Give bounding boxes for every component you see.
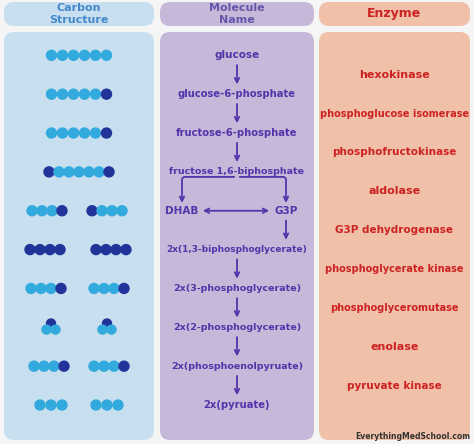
Circle shape <box>57 89 67 99</box>
Circle shape <box>89 283 99 293</box>
Text: 2x(2-phosphoglycerate): 2x(2-phosphoglycerate) <box>173 323 301 332</box>
FancyBboxPatch shape <box>319 2 470 26</box>
Circle shape <box>109 361 119 371</box>
Circle shape <box>80 128 90 138</box>
Circle shape <box>101 50 111 60</box>
Circle shape <box>102 319 111 328</box>
Circle shape <box>119 283 129 293</box>
Circle shape <box>119 361 129 371</box>
Circle shape <box>46 128 56 138</box>
Circle shape <box>56 283 66 293</box>
Text: pyruvate kinase: pyruvate kinase <box>347 381 442 391</box>
Circle shape <box>98 325 107 334</box>
Circle shape <box>64 167 74 177</box>
Circle shape <box>91 245 101 254</box>
Circle shape <box>80 50 90 60</box>
Text: glucose: glucose <box>214 50 260 60</box>
Text: 2x(3-phosphoglycerate): 2x(3-phosphoglycerate) <box>173 284 301 293</box>
Circle shape <box>89 361 99 371</box>
Circle shape <box>102 400 112 410</box>
Circle shape <box>49 361 59 371</box>
Text: phosphoglycerate kinase: phosphoglycerate kinase <box>325 264 464 274</box>
Circle shape <box>101 128 111 138</box>
FancyBboxPatch shape <box>160 32 314 440</box>
Circle shape <box>55 245 65 254</box>
Circle shape <box>107 325 116 334</box>
Circle shape <box>57 50 67 60</box>
Circle shape <box>101 89 111 99</box>
Circle shape <box>35 245 45 254</box>
Circle shape <box>69 89 79 99</box>
Circle shape <box>107 206 117 216</box>
Text: Molecule
Name: Molecule Name <box>209 3 265 25</box>
FancyBboxPatch shape <box>319 32 470 440</box>
Text: phosphoglucose isomerase: phosphoglucose isomerase <box>320 109 469 119</box>
Circle shape <box>46 50 56 60</box>
Text: glucose-6-phosphate: glucose-6-phosphate <box>178 89 296 99</box>
Text: 2x(1,3-biphosphoglycerate): 2x(1,3-biphosphoglycerate) <box>167 245 307 254</box>
Circle shape <box>39 361 49 371</box>
Circle shape <box>111 245 121 254</box>
Circle shape <box>104 167 114 177</box>
Text: EverythingMedSchool.com: EverythingMedSchool.com <box>355 432 470 441</box>
Text: aldolase: aldolase <box>368 186 420 196</box>
Circle shape <box>94 167 104 177</box>
Circle shape <box>25 245 35 254</box>
Circle shape <box>57 128 67 138</box>
Circle shape <box>84 167 94 177</box>
Circle shape <box>44 167 54 177</box>
Circle shape <box>45 245 55 254</box>
Circle shape <box>29 361 39 371</box>
Circle shape <box>91 89 100 99</box>
Circle shape <box>26 283 36 293</box>
Circle shape <box>99 283 109 293</box>
Text: G3P dehydrogenase: G3P dehydrogenase <box>336 225 454 235</box>
Text: Carbon
Structure: Carbon Structure <box>49 3 109 25</box>
Circle shape <box>51 325 60 334</box>
Circle shape <box>74 167 84 177</box>
Text: phosphofructokinase: phosphofructokinase <box>332 147 456 158</box>
Circle shape <box>36 283 46 293</box>
Circle shape <box>57 206 67 216</box>
Circle shape <box>69 50 79 60</box>
Circle shape <box>47 206 57 216</box>
Circle shape <box>46 400 56 410</box>
Circle shape <box>59 361 69 371</box>
Circle shape <box>46 319 55 328</box>
Circle shape <box>54 167 64 177</box>
Text: fructose 1,6-biphosphate: fructose 1,6-biphosphate <box>170 167 304 176</box>
FancyBboxPatch shape <box>160 2 314 26</box>
Circle shape <box>121 245 131 254</box>
FancyBboxPatch shape <box>4 32 154 440</box>
Circle shape <box>46 89 56 99</box>
Circle shape <box>69 128 79 138</box>
Circle shape <box>99 361 109 371</box>
Text: enolase: enolase <box>370 342 419 352</box>
Circle shape <box>97 206 107 216</box>
Circle shape <box>42 325 51 334</box>
FancyBboxPatch shape <box>4 2 154 26</box>
Text: 2x(phosphoenolpyruate): 2x(phosphoenolpyruate) <box>171 362 303 371</box>
Circle shape <box>57 400 67 410</box>
Circle shape <box>91 128 100 138</box>
Circle shape <box>91 400 101 410</box>
Circle shape <box>117 206 127 216</box>
Circle shape <box>46 283 56 293</box>
Text: DHAB: DHAB <box>165 206 199 216</box>
Circle shape <box>113 400 123 410</box>
Circle shape <box>91 50 100 60</box>
Circle shape <box>109 283 119 293</box>
Circle shape <box>101 245 111 254</box>
Text: 2x(pyruate): 2x(pyruate) <box>204 400 270 410</box>
Text: G3P: G3P <box>274 206 298 216</box>
Circle shape <box>80 89 90 99</box>
Text: fructose-6-phosphate: fructose-6-phosphate <box>176 128 298 138</box>
Text: phosphoglyceromutase: phosphoglyceromutase <box>330 303 459 313</box>
Circle shape <box>27 206 37 216</box>
Circle shape <box>37 206 47 216</box>
Text: Enzyme: Enzyme <box>367 8 422 20</box>
Circle shape <box>35 400 45 410</box>
Text: hexokinase: hexokinase <box>359 70 430 80</box>
Circle shape <box>87 206 97 216</box>
